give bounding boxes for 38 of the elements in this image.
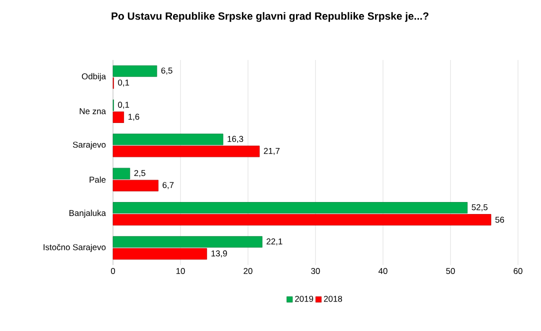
data-label: 16,3 bbox=[228, 136, 244, 143]
x-tick-label: 30 bbox=[311, 268, 320, 274]
bar bbox=[112, 202, 468, 214]
x-tick-label: 0 bbox=[110, 268, 116, 274]
y-tick-label: Sarajevo bbox=[72, 141, 106, 150]
bar bbox=[112, 112, 124, 123]
legend-label: 2018 bbox=[324, 296, 342, 302]
x-tick-label: 50 bbox=[446, 268, 455, 274]
y-tick-label: Odbija bbox=[82, 73, 106, 82]
data-label: 13,9 bbox=[211, 250, 227, 258]
data-label: 21,7 bbox=[264, 148, 280, 155]
data-label: 0,1 bbox=[118, 80, 130, 87]
chart-title: Po Ustavu Republike Srpske glavni grad Republike Srpske je...? bbox=[112, 12, 428, 22]
y-tick-label: Istočno Sarajevo bbox=[44, 244, 106, 252]
bar bbox=[112, 146, 260, 158]
data-label: 2,5 bbox=[134, 170, 146, 178]
data-label: 1,6 bbox=[128, 114, 140, 121]
bar bbox=[112, 134, 224, 146]
data-label: 6,7 bbox=[162, 182, 174, 190]
bar bbox=[112, 236, 262, 248]
x-tick-label: 60 bbox=[514, 268, 522, 274]
bar bbox=[112, 168, 130, 180]
y-tick-label: Ne zna bbox=[80, 108, 106, 114]
bar bbox=[112, 65, 158, 77]
legend-label: 2019 bbox=[295, 296, 314, 302]
data-label: 22,1 bbox=[266, 238, 282, 246]
x-tick-label: 40 bbox=[378, 268, 388, 274]
bar bbox=[112, 214, 492, 226]
y-tick-label: Pale bbox=[90, 176, 106, 183]
data-label: 0,1 bbox=[118, 102, 130, 109]
x-tick-label: 10 bbox=[176, 268, 185, 274]
bar bbox=[112, 248, 208, 260]
data-label: 56 bbox=[495, 216, 504, 223]
x-tick-label: 20 bbox=[244, 268, 252, 274]
data-label: 52,5 bbox=[472, 204, 488, 212]
y-tick-label: Banjaluka bbox=[69, 210, 106, 218]
bar bbox=[112, 180, 158, 192]
data-label: 6,5 bbox=[161, 68, 172, 75]
